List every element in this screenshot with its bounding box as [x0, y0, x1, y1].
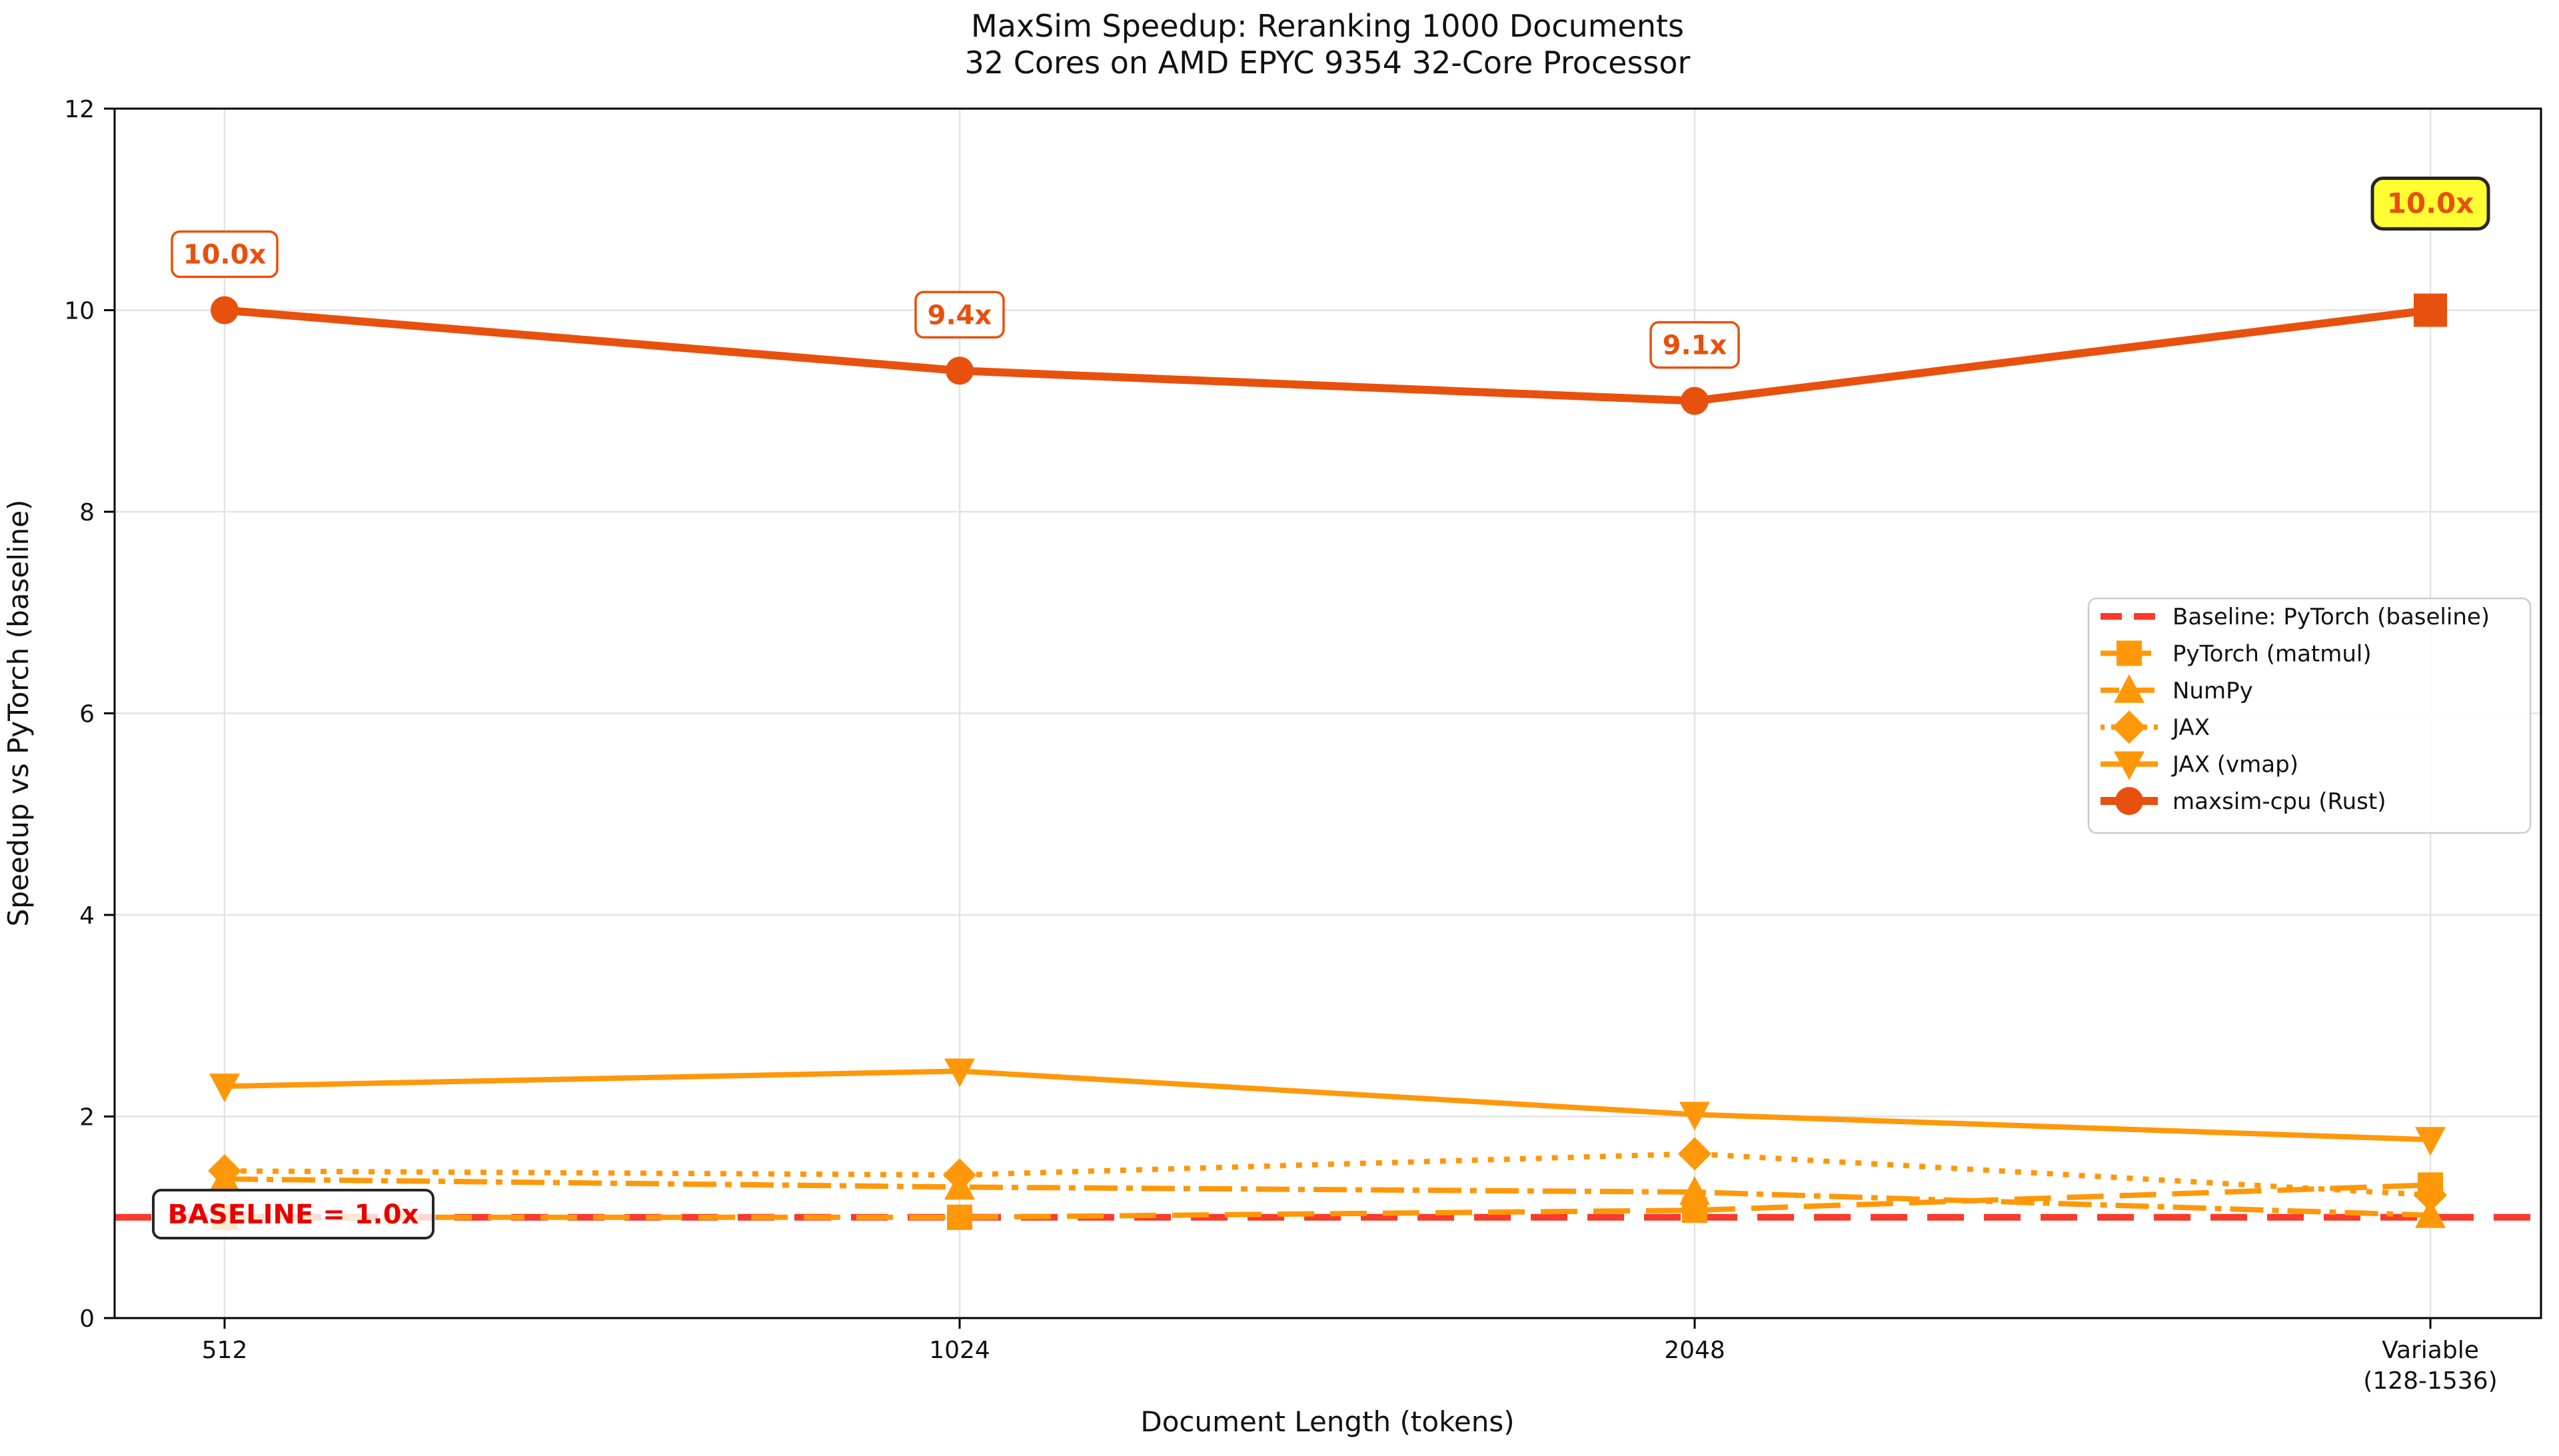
legend-label: PyTorch (matmul): [2172, 640, 2372, 667]
marker-diamond: [943, 1158, 976, 1192]
annotation-box: [1649, 321, 1740, 369]
y-tick-label: 12: [64, 96, 95, 123]
marker-diamond: [2414, 1178, 2447, 1212]
x-tick-label: 1024: [929, 1337, 990, 1364]
legend: Baseline: PyTorch (baseline) PyTorch (mat…: [2087, 597, 2532, 834]
marker-circle: [946, 357, 974, 385]
annotation-text: 10.0x: [2387, 187, 2474, 220]
marker-triangle-down: [2415, 1127, 2446, 1156]
marker-square: [2414, 293, 2447, 327]
annotation-text: 9.4x: [928, 300, 992, 331]
marker-diamond: [2113, 710, 2146, 744]
marker-triangle-up: [2415, 1199, 2446, 1228]
tick-labels: 0 2 4 6 8 10 12 512 1024 2048 Variable (128-1536): [64, 96, 2498, 1395]
marker-square: [2117, 640, 2142, 666]
baseline-annotation-box: [152, 1189, 434, 1239]
y-axis-label: Speedup vs PyTorch (baseline): [2, 500, 35, 927]
y-tick-label: 4: [79, 902, 95, 930]
chart-title-line1: MaxSim Speedup: Reranking 1000 Documents: [971, 8, 1684, 44]
y-tick-label: 8: [79, 499, 95, 526]
legend-label: JAX (vmap): [2171, 752, 2298, 778]
marker-diamond: [208, 1154, 241, 1188]
marker-square: [947, 1204, 972, 1230]
baseline-annotation-text: BASELINE = 1.0x: [168, 1199, 419, 1230]
marker-triangle-down: [209, 1074, 240, 1103]
annotation-text: 9.1x: [1663, 331, 1727, 361]
marker-diamond: [1678, 1137, 1711, 1171]
annotation-box: [171, 230, 279, 279]
annotations: BASELINE = 1.0x 10.0x 9.4x 9.1x 10.0x: [152, 177, 2490, 1239]
series-line-maxsim-cpu-rust-: [224, 306, 2431, 405]
marker-circle: [2115, 787, 2143, 815]
y-tick-label: 2: [79, 1104, 95, 1131]
legend-box: [2087, 597, 2532, 834]
marker-triangle-up: [1679, 1175, 1710, 1205]
marker-triangle-down: [2114, 751, 2144, 780]
annotation-box: [914, 291, 1005, 339]
y-tick-label: 6: [79, 701, 95, 728]
annotation-text: 10.0x: [183, 240, 267, 271]
legend-label: maxsim-cpu (Rust): [2172, 788, 2386, 815]
legend-label: JAX: [2171, 714, 2210, 741]
legend-label: Baseline: PyTorch (baseline): [2172, 604, 2490, 630]
y-tick-label: 0: [79, 1305, 95, 1333]
marker-triangle-down: [944, 1058, 975, 1088]
series-line-numpy: [224, 1176, 2431, 1218]
x-tick-label: 2048: [1664, 1337, 1725, 1364]
annotation-box-highlight: [2370, 177, 2490, 231]
legend-label: NumPy: [2172, 678, 2253, 704]
x-tick-sublabel: (128-1536): [2363, 1367, 2497, 1395]
marker-triangle-down: [1679, 1101, 1710, 1131]
marker-circle: [1681, 386, 1709, 415]
chart-title-line2: 32 Cores on AMD EPYC 9354 32-Core Proces…: [965, 45, 1691, 81]
marker-circle: [211, 296, 239, 325]
y-tick-label: 10: [64, 298, 95, 325]
x-tick-label: 512: [202, 1337, 248, 1364]
x-tick-label: Variable: [2382, 1337, 2479, 1364]
x-axis-label: Document Length (tokens): [1140, 1405, 1514, 1438]
series-line-jax-vmap-: [224, 1068, 2431, 1143]
marker-triangle-up: [2114, 674, 2144, 703]
